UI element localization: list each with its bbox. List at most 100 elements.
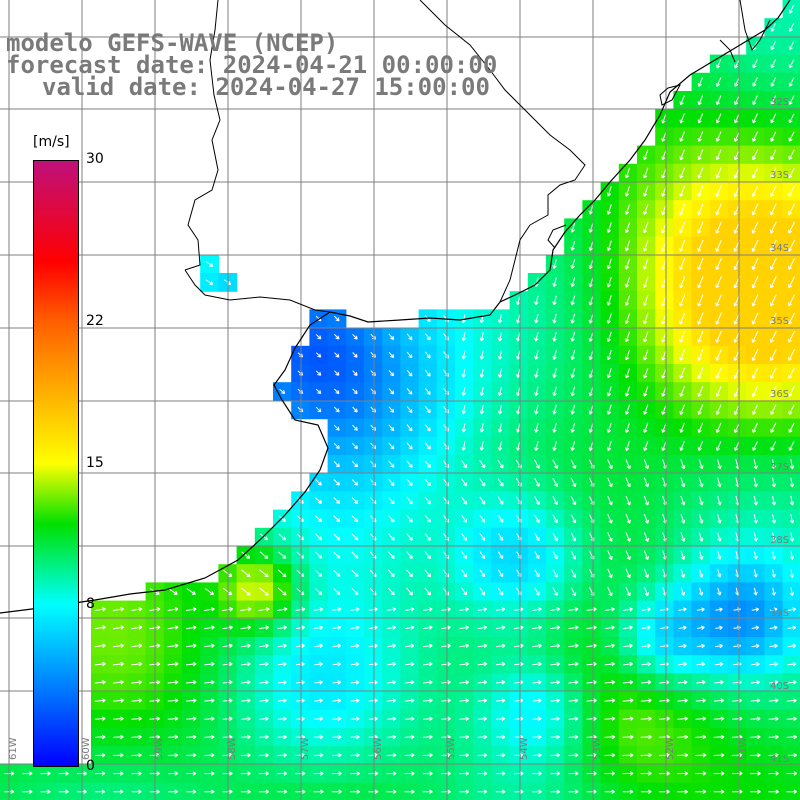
wind-arrow [479,478,486,487]
wind-arrow [770,385,777,397]
wind-arrow [315,334,322,340]
wind-arrow [131,771,142,776]
wind-arrow [315,479,322,486]
wind-arrow [334,370,340,376]
wind-arrow [497,533,504,541]
wind-arrow [697,221,704,234]
wind-arrow [94,643,106,648]
wind-arrow [497,404,503,415]
wind-arrow [388,460,395,468]
wind-arrow [186,771,197,776]
wind-arrow [205,260,214,267]
wind-arrow [386,789,397,794]
wind-arrow [552,422,557,433]
wind-arrow [552,331,557,342]
wind-arrow [479,496,486,505]
wind-arrow [388,351,395,359]
wind-arrow [534,441,539,451]
wind-arrow [314,680,323,685]
wind-arrow [406,496,413,505]
wind-arrow [697,367,704,379]
wind-arrow [350,625,360,630]
wind-arrow [441,661,451,667]
wind-arrow [277,698,287,703]
wind-arrow [534,313,539,324]
wind-arrow [695,771,707,776]
wind-arrow [333,315,340,322]
wind-arrow [680,459,686,470]
wind-arrow [112,643,125,648]
wind-arrow [404,716,415,722]
wind-arrow [532,752,542,758]
wind-arrow [441,607,451,612]
wind-arrow [424,587,431,596]
wind-arrow [352,370,358,376]
wind-arrow [388,442,395,450]
wind-arrow [622,789,634,794]
wind-arrow [205,279,214,285]
wind-arrow [350,734,360,740]
wind-arrow [423,680,433,685]
wind-arrow [604,680,616,685]
wind-arrow [368,716,378,722]
wind-arrow [640,752,652,758]
wind-arrow [625,477,631,488]
wind-arrow [643,477,649,488]
wind-arrow [604,607,615,612]
wind-arrow [241,569,251,578]
wind-arrow [333,551,341,559]
wind-arrow [606,276,612,288]
wind-arrow [787,661,797,667]
wind-arrow [368,734,378,740]
wind-arrow [167,607,179,612]
wind-arrow [112,661,125,667]
wind-arrow [788,349,796,361]
wind-arrow [752,77,758,87]
wind-arrow [751,348,759,362]
wind-arrow [259,569,269,578]
wind-arrow [131,789,142,794]
wind-arrow [641,625,651,630]
wind-arrow [534,404,539,415]
wind-arrow [570,350,576,360]
wind-arrow [552,514,558,524]
wind-arrow [680,514,686,524]
wind-arrow [586,643,597,648]
wind-arrow [315,352,322,358]
wind-arrow [404,680,415,685]
wind-arrow [404,643,415,649]
lon-label-61W: 61W [8,737,19,760]
wind-arrow [677,789,688,794]
wind-arrow [550,716,560,722]
wind-arrow [534,514,540,523]
wind-arrow [351,460,359,468]
wind-arrow [277,680,287,685]
wind-arrow [333,424,340,431]
wind-arrow [333,569,341,577]
wind-arrow [697,441,704,452]
colorbar-tick-0: 0 [86,758,95,774]
wind-arrow [350,771,360,776]
wind-arrow [787,643,797,649]
wind-arrow [167,643,179,648]
wind-arrow [185,698,197,703]
wind-arrow [643,276,649,288]
wind-arrow [313,771,324,776]
colorbar [33,160,79,767]
wind-arrow [424,460,431,468]
wind-arrow [477,661,488,667]
wind-arrow [604,716,616,721]
wind-arrow [479,587,486,596]
wind-arrow [333,497,341,504]
wind-arrow [552,295,557,306]
wind-arrow [715,441,722,452]
wind-arrow [568,752,579,758]
wind-arrow [570,514,577,524]
wind-arrow [570,459,577,469]
wind-arrow [351,551,359,559]
wind-arrow [550,643,561,648]
wind-arrow [696,661,706,667]
wind-arrow [787,625,797,630]
wind-arrow [697,203,704,216]
wind-arrow [241,698,251,703]
